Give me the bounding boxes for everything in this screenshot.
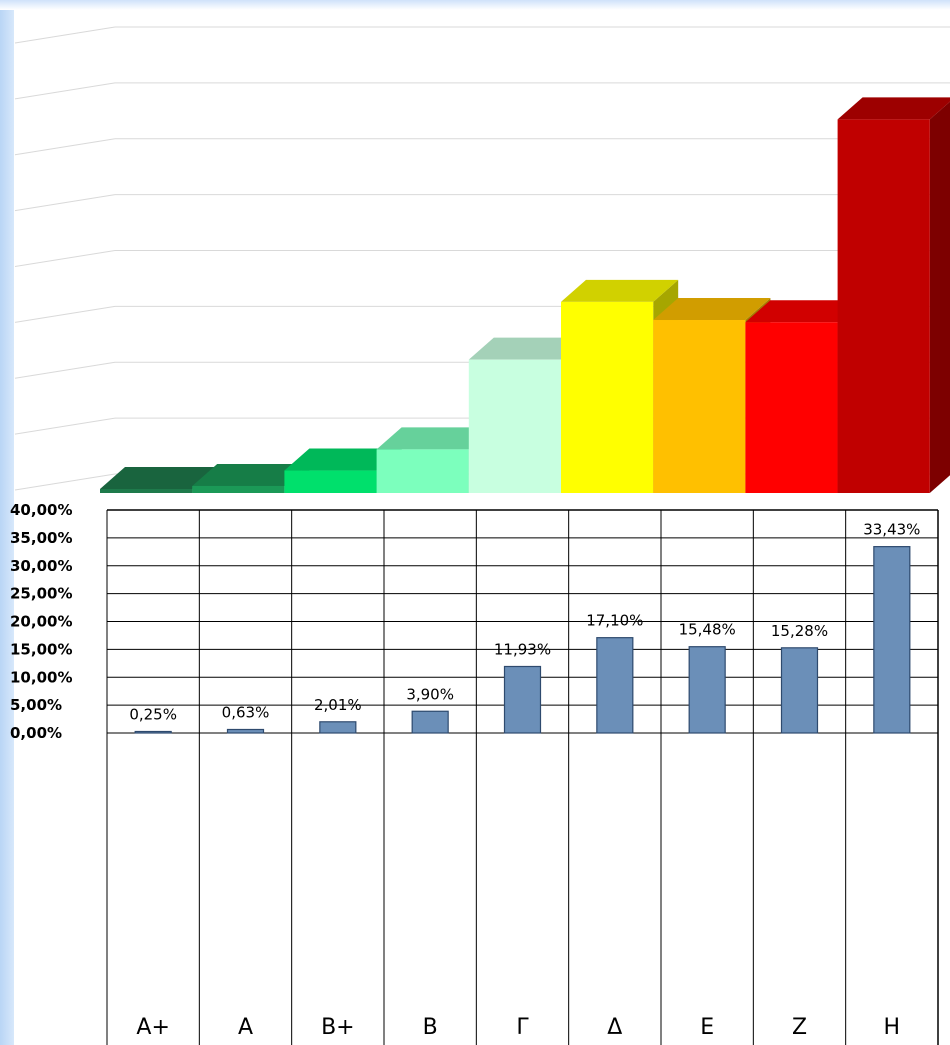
bar-3d-top bbox=[192, 463, 310, 486]
gridline-diagonal bbox=[14, 361, 116, 379]
bar-3d-top bbox=[468, 337, 586, 360]
bar-3d-top bbox=[376, 427, 494, 450]
bar-3d-top bbox=[837, 97, 950, 120]
gridline-diagonal bbox=[14, 82, 116, 100]
category-label: E bbox=[700, 1015, 714, 1040]
data-label: 0,63% bbox=[222, 703, 270, 721]
gridline-diagonal bbox=[14, 194, 116, 212]
bar bbox=[503, 665, 542, 734]
category-label: B+ bbox=[321, 1015, 355, 1040]
bar-0 bbox=[134, 730, 172, 734]
bar-3d-top bbox=[653, 298, 771, 321]
gridline-diagonal bbox=[14, 250, 116, 267]
bar bbox=[688, 646, 726, 734]
bar-3d-top bbox=[745, 300, 863, 323]
y-tick-label: 25,00% bbox=[10, 585, 72, 603]
bar-6 bbox=[688, 646, 726, 734]
bar-2 bbox=[319, 721, 357, 734]
bar bbox=[596, 637, 634, 734]
bar-3d-top bbox=[284, 448, 402, 471]
gridline-diagonal bbox=[14, 473, 116, 491]
y-tick-label: 35,00% bbox=[10, 529, 72, 547]
category-label: Δ bbox=[607, 1015, 622, 1040]
category-label: B bbox=[423, 1015, 438, 1040]
category-label: A bbox=[238, 1015, 253, 1040]
y-tick-label: 5,00% bbox=[10, 696, 62, 714]
data-label: 0,25% bbox=[129, 706, 177, 724]
y-tick-label: 15,00% bbox=[10, 640, 72, 658]
bar bbox=[780, 647, 819, 734]
left-decorative-band bbox=[0, 0, 14, 1045]
gridline-diagonal bbox=[14, 417, 116, 435]
data-label: 33,43% bbox=[863, 521, 920, 539]
bar-3d-front bbox=[468, 359, 561, 493]
gridline-diagonal bbox=[14, 138, 116, 156]
data-label: 15,28% bbox=[771, 622, 828, 640]
category-label: A+ bbox=[136, 1015, 169, 1040]
bar-3d-top bbox=[561, 279, 679, 302]
bar-3d-front bbox=[192, 485, 285, 493]
bar-3d-front bbox=[561, 301, 654, 493]
bar-3d-side bbox=[929, 101, 950, 493]
bar-1 bbox=[226, 728, 265, 734]
data-label: 17,10% bbox=[586, 612, 643, 630]
data-label: 11,93% bbox=[494, 640, 551, 658]
y-tick-label: 40,00% bbox=[10, 501, 72, 519]
bar-3d-front bbox=[100, 489, 193, 493]
bar bbox=[319, 721, 357, 734]
category-label: Γ bbox=[516, 1015, 529, 1040]
bar-3 bbox=[411, 710, 449, 734]
chart-bar-grid: 0,00% 5,00% 10,00% 15,00% 20,00% 25,00% 30,00%… bbox=[10, 501, 939, 1045]
y-tick-label: 0,00% bbox=[10, 724, 62, 742]
bar-4 bbox=[503, 665, 542, 734]
bar-7 bbox=[780, 647, 819, 734]
bar-3d-front bbox=[376, 449, 469, 493]
bar-5 bbox=[596, 637, 634, 734]
chart-3d-columns bbox=[14, 26, 950, 494]
y-tick-label: 30,00% bbox=[10, 557, 72, 575]
bar bbox=[411, 710, 449, 734]
data-label: 15,48% bbox=[679, 621, 736, 639]
bar-3d-front bbox=[745, 322, 838, 493]
bar-3d-front bbox=[284, 470, 377, 493]
category-label: Z bbox=[792, 1015, 807, 1040]
category-label: H bbox=[884, 1015, 901, 1040]
bar-3d-front bbox=[653, 320, 746, 493]
y-tick-label: 20,00% bbox=[10, 613, 72, 631]
top-decorative-band bbox=[0, 0, 950, 10]
bar-3d-8 bbox=[837, 97, 950, 494]
y-tick-label: 10,00% bbox=[10, 668, 72, 686]
bar-3d-front bbox=[837, 119, 930, 494]
gridline-diagonal bbox=[14, 26, 116, 44]
bar bbox=[873, 546, 911, 734]
bar bbox=[226, 728, 265, 734]
data-label: 3,90% bbox=[406, 685, 454, 703]
bar-8 bbox=[873, 546, 911, 734]
gridline-diagonal bbox=[14, 305, 116, 323]
bar-3d-top bbox=[100, 467, 218, 489]
bar bbox=[134, 730, 172, 734]
data-label: 2,01% bbox=[314, 696, 362, 714]
